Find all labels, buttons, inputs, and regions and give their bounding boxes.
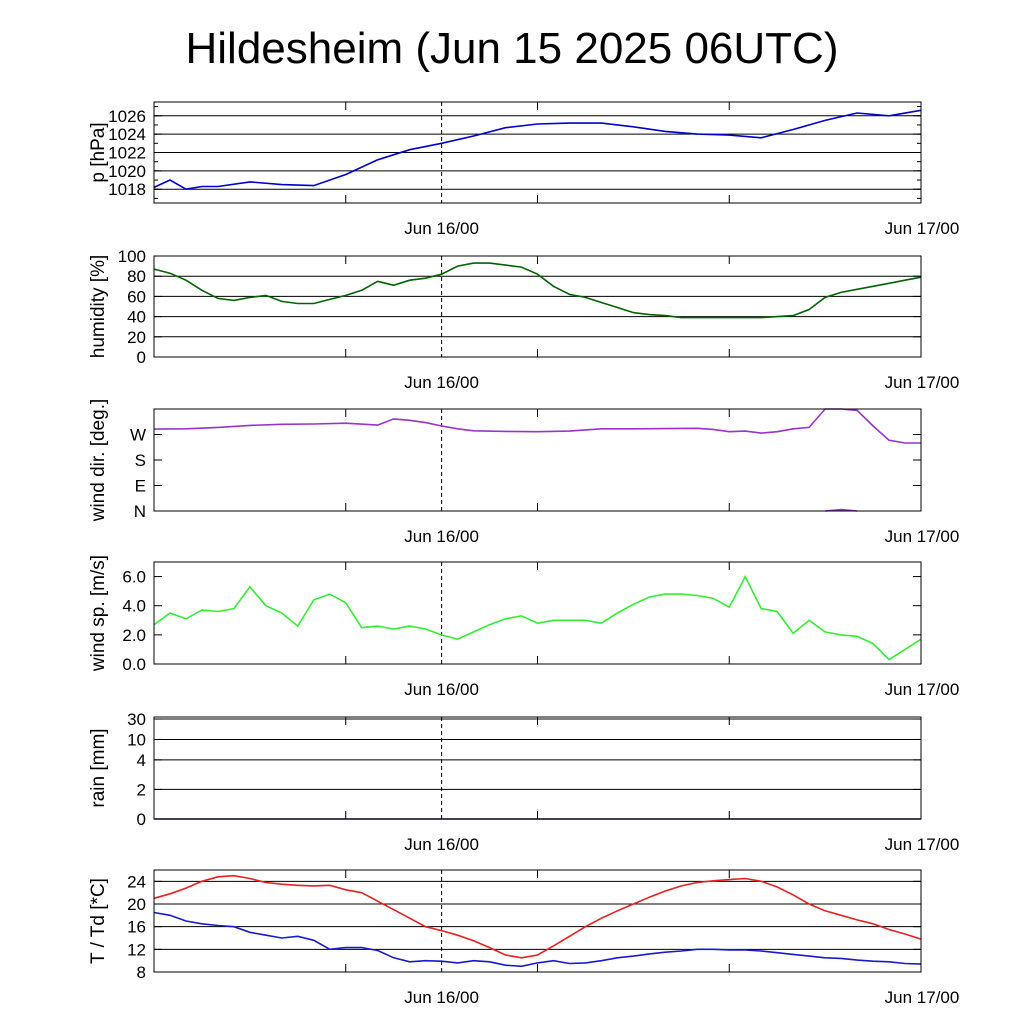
x-tick-label: Jun 17/00 <box>885 680 960 699</box>
panel-temperature: 8 12 16 20 24 T / Td [*C] Jun 16/00 Jun 17/00 <box>88 869 960 1007</box>
y-tick-label: 1020 <box>108 162 146 181</box>
y-axis-label: humidity [%] <box>88 255 109 358</box>
y-axis-label: p [hPa] <box>88 122 109 182</box>
y-tick-label: 1026 <box>108 107 146 126</box>
y-tick-label: 16 <box>127 918 146 937</box>
y-tick-label: 24 <box>127 872 146 891</box>
y-axis-label: wind sp. [m/s] <box>88 555 109 672</box>
y-tick-label: 2.0 <box>122 626 146 645</box>
y-tick-label: 1018 <box>108 180 146 199</box>
series-line-humidity-0 <box>153 262 922 319</box>
panel-frame <box>153 408 922 512</box>
y-tick-label: 0.0 <box>122 655 146 674</box>
y-tick-label: 80 <box>127 267 146 286</box>
y-tick-label: 1024 <box>108 125 146 144</box>
y-tick-label: 0 <box>137 348 146 367</box>
x-tick-label: Jun 17/00 <box>885 373 960 392</box>
y-tick-label: 8 <box>137 963 146 982</box>
x-tick-label: Jun 17/00 <box>885 988 960 1007</box>
x-tick-label: Jun 16/00 <box>404 680 479 699</box>
y-tick-label: W <box>130 426 146 445</box>
y-tick-label: 2 <box>137 780 146 799</box>
y-tick-label: 4 <box>137 751 146 770</box>
y-tick-label: 60 <box>127 287 146 306</box>
series-line-temperature-1 <box>153 911 922 968</box>
x-tick-label: Jun 16/00 <box>404 527 479 546</box>
x-tick-label: Jun 17/00 <box>885 527 960 546</box>
y-tick-label: 20 <box>127 895 146 914</box>
y-tick-label: 0 <box>137 810 146 829</box>
panel-frame <box>153 561 922 665</box>
y-tick-label: N <box>134 502 146 521</box>
x-tick-label: Jun 16/00 <box>404 835 479 854</box>
y-tick-label: 100 <box>118 247 146 266</box>
y-axis-label: rain [mm] <box>88 728 109 807</box>
panel-frame <box>153 716 922 820</box>
y-tick-label: 40 <box>127 308 146 327</box>
y-axis-label: T / Td [*C] <box>88 878 109 964</box>
x-tick-label: Jun 16/00 <box>404 373 479 392</box>
x-tick-label: Jun 17/00 <box>885 219 960 238</box>
panel-frame <box>153 101 922 204</box>
chart-title: Hildesheim (Jun 15 2025 06UTC) <box>185 24 839 73</box>
series-line-wind-speed-0 <box>153 574 922 661</box>
y-tick-label: 4.0 <box>122 597 146 616</box>
panel-frame <box>153 869 922 973</box>
series-line-pressure-0 <box>153 109 922 191</box>
y-tick-label: 6.0 <box>122 568 146 587</box>
x-tick-label: Jun 16/00 <box>404 219 479 238</box>
y-axis-label: wind dir. [deg.] <box>88 399 109 523</box>
panel-frame <box>153 255 922 358</box>
x-tick-label: Jun 17/00 <box>885 835 960 854</box>
y-tick-label: 1022 <box>108 144 146 163</box>
series-line-temperature-0 <box>153 874 922 959</box>
y-tick-label: 30 <box>127 710 146 729</box>
y-tick-label: 10 <box>127 730 146 749</box>
y-tick-label: S <box>135 451 146 470</box>
x-tick-label: Jun 16/00 <box>404 988 479 1007</box>
panel-wind-speed: 0.0 2.0 4.0 6.0 wind sp. [m/s] Jun 16/00 Jun 1… <box>88 555 959 699</box>
y-tick-label: E <box>135 477 146 496</box>
y-tick-label: 20 <box>127 328 146 347</box>
y-tick-label: 12 <box>127 940 146 959</box>
